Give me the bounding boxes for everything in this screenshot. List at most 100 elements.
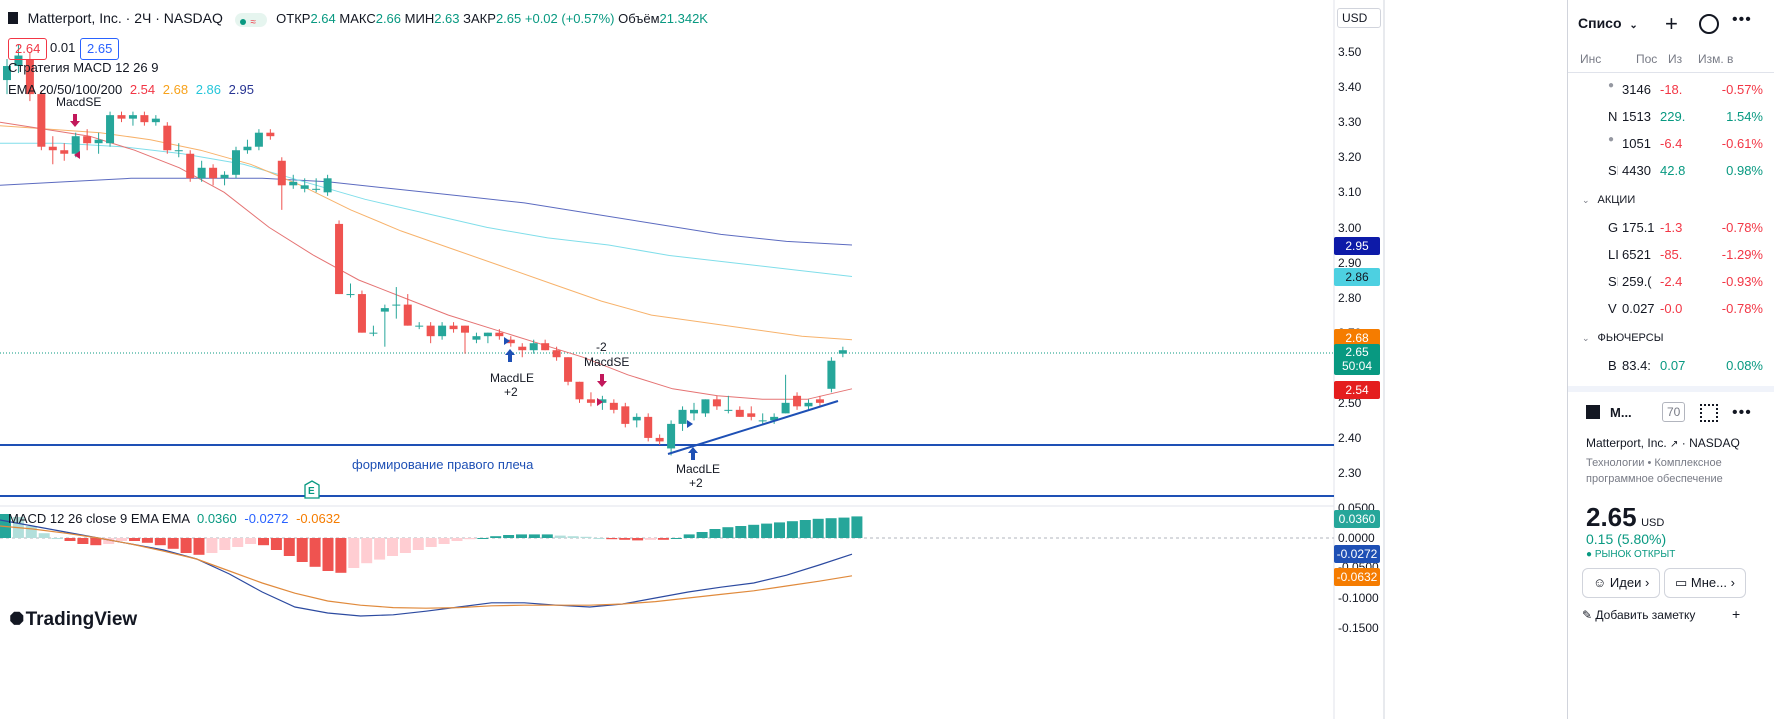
exit-marker-icon [74,151,80,159]
signal-arrows [70,114,698,460]
col-last[interactable]: Пос [1636,52,1658,66]
ideas-button[interactable]: ☺ Идеи › [1582,568,1661,598]
candle [403,294,412,326]
candle [758,413,767,424]
market-open-icon: ● [1586,549,1593,560]
macd-histogram-bar [154,538,166,546]
watchlist-change-pct: -0.78% [1721,301,1763,316]
ema200-line [0,177,853,246]
currency-button[interactable]: USD [1337,8,1381,28]
macd-signal-value: -0.0632 [296,511,341,526]
details-exchange: NASDAQ [1689,436,1740,450]
arrow-up-icon [688,447,698,460]
more-icon[interactable]: ••• [1732,404,1752,421]
price-axis-label: 3.50 [1338,45,1362,59]
watchlist-row[interactable]: ● 3146 -18. -0.57% [1568,75,1774,105]
ema-legend[interactable]: EMA 20/50/100/200 2.54 2.68 2.86 2.95 [8,82,254,97]
macdle-qty: +2 [689,476,703,490]
macd-histogram-bar [606,538,618,540]
macd-histogram-bar [206,538,218,553]
high-value: 2.66 [375,11,402,26]
details-industry[interactable]: Комплексное программное обеспечение [1586,457,1723,485]
add-note-row[interactable]: ✎ Добавить заметку + [1582,606,1762,622]
high-label: МАКС [339,11,376,26]
watchlist-row[interactable]: LI 6521 -85. -1.29% [1568,240,1774,270]
bid-button[interactable]: 2.64 [8,38,48,60]
stocks-section[interactable]: ⌄ АКЦИИ [1582,192,1635,206]
symbol-title[interactable]: Matterport, Inc. · 2Ч · NASDAQ [27,10,223,26]
watchlist-row[interactable]: 500SI443042.80.98% [1568,156,1774,186]
watchlist-title[interactable]: Списо ⌄ [1578,15,1638,31]
tradingview-logo[interactable]: ⯃ TradingView [10,609,137,631]
minds-button[interactable]: ▭ Мне... › [1664,568,1746,598]
details-name: Matterport, Inc. [1586,436,1667,450]
watchlist-row[interactable]: ● 1051 -6.4 -0.61% [1568,129,1774,159]
grid-icon[interactable] [1700,404,1718,422]
watchlist-layout-icon[interactable] [1699,14,1719,34]
watchlist-last: 175.1 [1622,220,1654,235]
candle [529,339,538,354]
add-symbol-icon[interactable]: + [1665,11,1678,36]
macdle-label: MacdLE [490,371,535,385]
strategy-legend[interactable]: Стратегия MACD 12 26 9 [8,60,159,75]
watchlist-row[interactable]: SI 259.(-2.4 -0.93% [1568,267,1774,297]
watchlist-symbol: N [1608,109,1618,124]
watchlist-change: 42.8 [1660,163,1686,178]
candle [586,392,595,407]
candle [747,406,756,421]
candle [426,322,435,344]
candle [575,381,584,403]
candle [655,434,664,445]
candle [644,413,653,442]
col-change[interactable]: Из [1668,52,1683,66]
candle [335,220,344,295]
watchlist-row[interactable]: B 83.4: 0.07 0.08% [1568,351,1774,381]
ask-button[interactable]: 2.65 [80,38,120,60]
price-axis-label: 3.00 [1338,220,1362,235]
macd-histogram-bar [722,527,734,538]
spread-value: 0.01 [50,40,76,55]
watchlist-row[interactable]: 100N1513229.1.54% [1568,102,1774,132]
details-symbol[interactable]: М... [1610,405,1632,420]
macd-histogram-bar [309,538,321,567]
futures-section[interactable]: ⌄ ФЬЮЧЕРСЫ [1582,330,1663,344]
macd-histogram-bar [619,538,631,540]
details-sector[interactable]: Технологии [1586,457,1645,469]
candle [483,332,492,344]
macd-histogram-bar [374,538,386,560]
col-instrument[interactable]: Инс [1580,52,1602,66]
macd-histogram-bar [438,538,450,544]
more-icon[interactable]: ••• [1732,11,1752,28]
macd-histogram-bar [90,538,102,546]
watchlist-row[interactable]: G 175.1 -1.3 -0.78% [1568,213,1774,243]
macd-legend[interactable]: MACD 12 26 close 9 EMA EMA 0.0360 -0.027… [8,511,340,526]
candle [151,115,160,126]
macdle-qty: +2 [504,385,518,399]
symbol-icon[interactable] [8,12,18,24]
earnings-label[interactable]: E [308,486,315,497]
arrow-down-icon [597,374,607,387]
candle [838,346,847,358]
shoulder-annotation[interactable]: формирование правого плеча [352,457,534,472]
watchlist-row[interactable]: V 0.027 -0.0 -0.78% [1568,294,1774,324]
macd-histogram-bar [528,534,540,538]
details-change: 0.15 (5.80%) [1586,531,1667,547]
candle [117,111,126,123]
col-change-pct[interactable]: Изм. в [1698,52,1734,66]
macd-histogram-bar [193,538,205,555]
watchlist-change: -0.0 [1660,301,1683,316]
panel-divider[interactable] [1568,386,1774,392]
details-count[interactable]: 70 [1662,402,1686,422]
trendline [667,400,839,455]
candle [83,129,92,151]
chart-area[interactable]: Matterport, Inc. · 2Ч · NASDAQ ≈ ОТКР2.6… [0,0,1567,719]
arrow-down-icon [70,114,80,127]
candle [472,332,481,344]
candle [804,399,813,410]
details-name-row[interactable]: Matterport, Inc. ↗ · NASDAQ [1586,436,1740,450]
minds-label: Мне... [1690,575,1727,590]
price-axis-label: 2.80 [1338,290,1362,305]
candle [815,395,824,407]
price-chart[interactable] [0,0,1567,719]
watchlist-title-text: Списо [1578,15,1622,31]
